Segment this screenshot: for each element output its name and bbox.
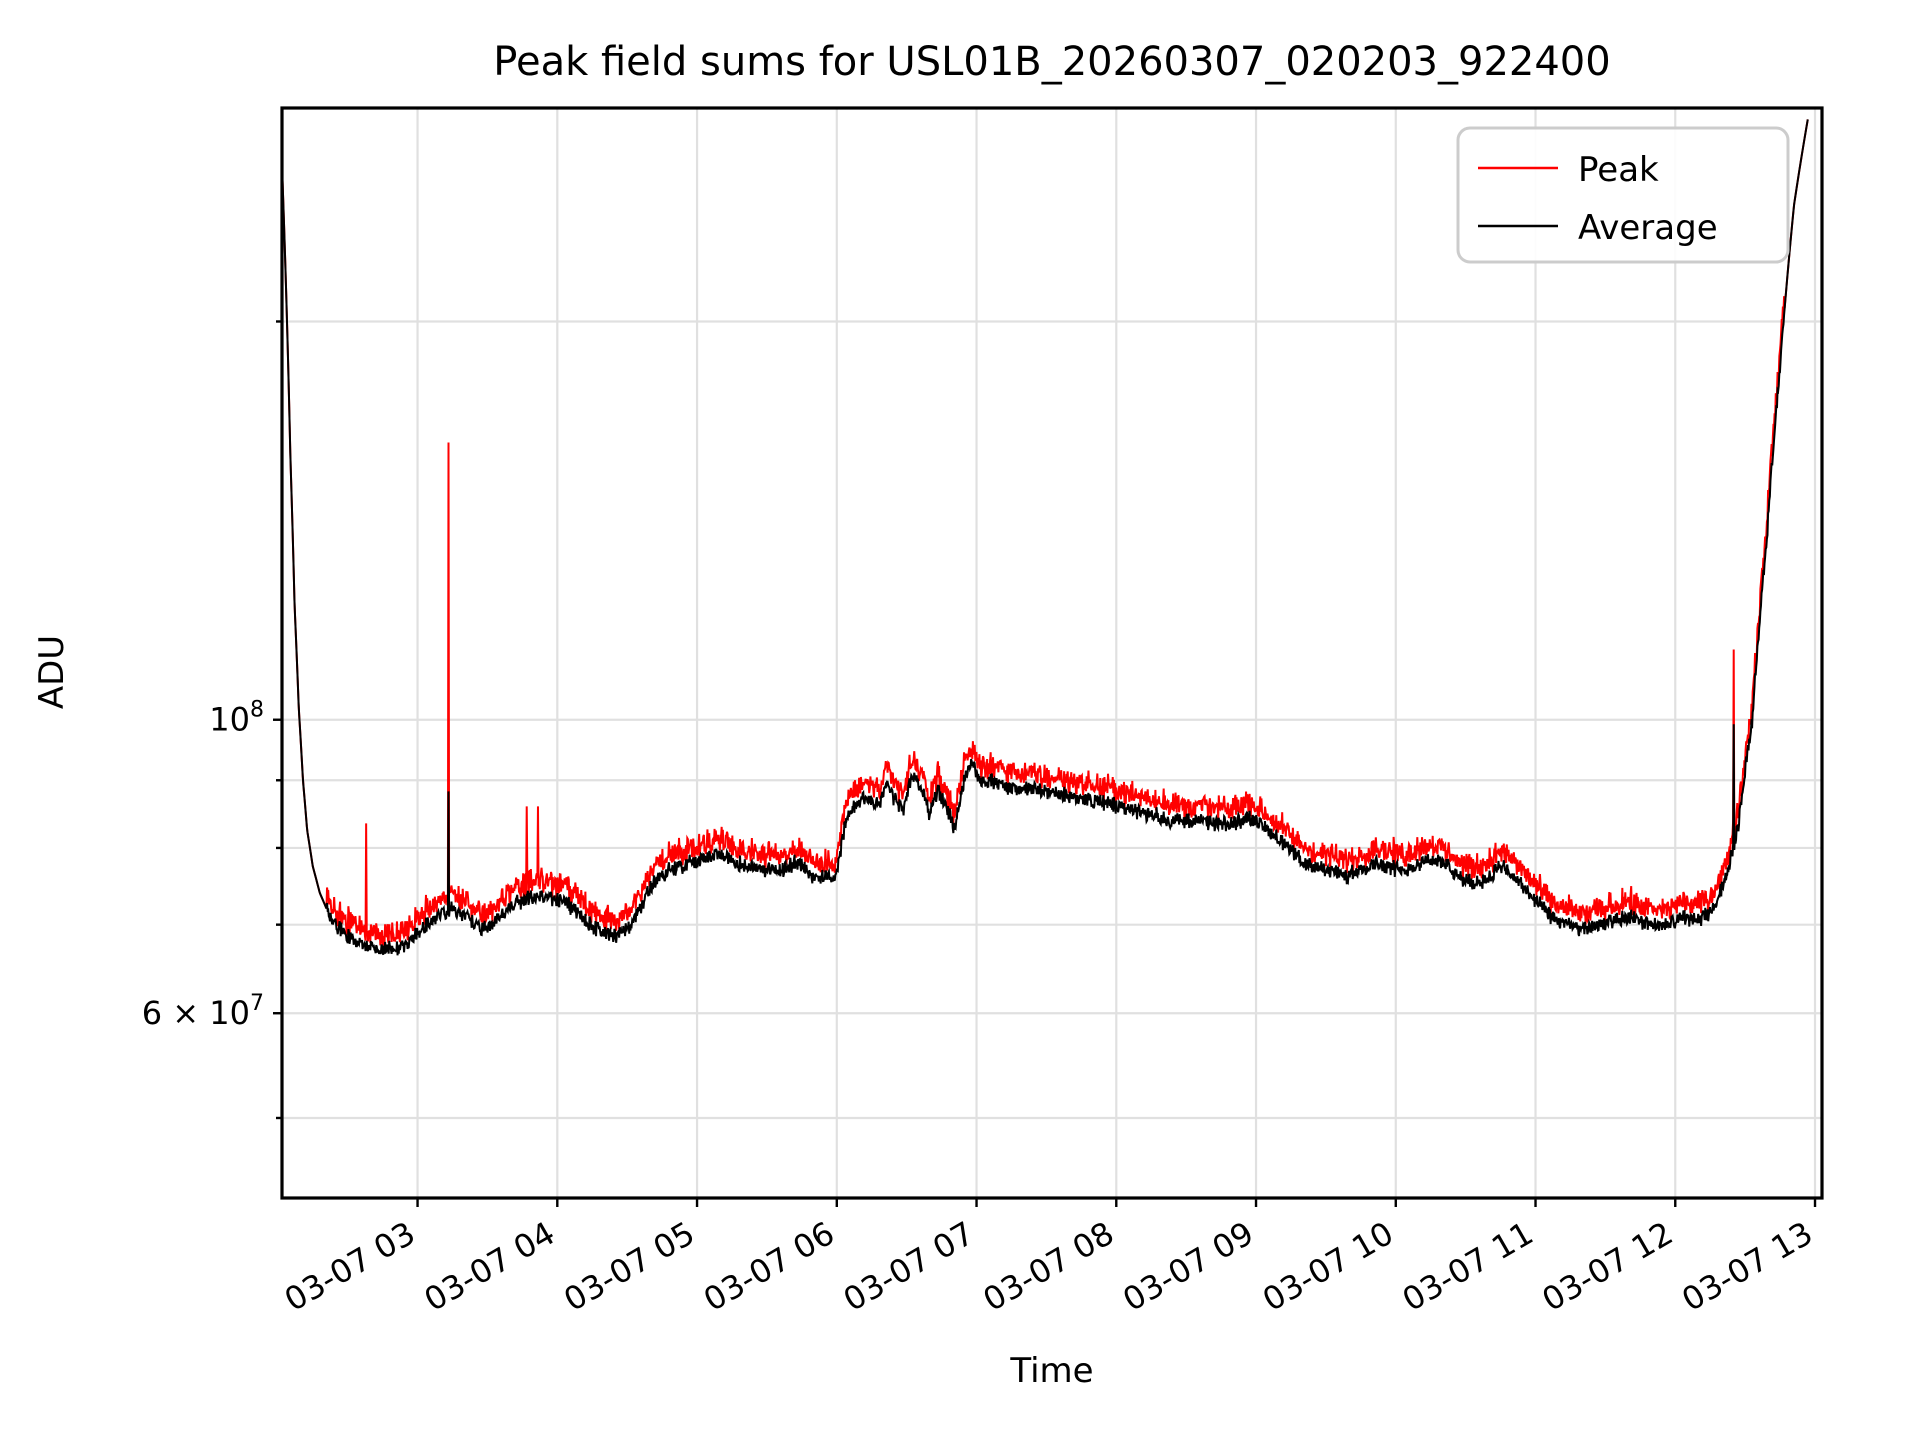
legend-label-peak: Peak xyxy=(1578,150,1659,190)
x-tick-label: 03-07 07 xyxy=(837,1214,981,1319)
axes-spines xyxy=(280,106,1824,1200)
y-tickmarks xyxy=(273,320,282,1120)
x-tick-label: 03-07 13 xyxy=(1675,1214,1819,1319)
legend-background xyxy=(1456,126,1790,264)
x-tick-label: 03-07 11 xyxy=(1396,1214,1540,1319)
x-gridlines xyxy=(416,108,1817,1198)
y-tick-labels: 108 6 × 107 xyxy=(142,698,264,1032)
chart-title: Peak field sums for USL01B_20260307_0202… xyxy=(493,39,1610,85)
x-tick-label: 03-07 12 xyxy=(1536,1214,1680,1319)
series-line-peak xyxy=(281,119,1809,946)
x-tick-label: 03-07 06 xyxy=(697,1214,841,1319)
y-axis-label: ADU xyxy=(32,635,72,709)
y-tick-label: 6 × 107 xyxy=(142,991,264,1032)
legend-label-average: Average xyxy=(1578,208,1718,248)
x-tick-label: 03-07 08 xyxy=(977,1214,1121,1319)
x-axis-label: Time xyxy=(1009,1351,1093,1391)
data-series-group xyxy=(281,119,1809,956)
x-tick-label: 03-07 04 xyxy=(418,1214,562,1319)
x-tick-label: 03-07 05 xyxy=(557,1214,701,1319)
y-tick-label: 108 xyxy=(209,698,264,739)
x-tick-label: 03-07 10 xyxy=(1256,1214,1400,1319)
plot-background xyxy=(282,108,1822,1198)
x-tick-label: 03-07 03 xyxy=(278,1214,422,1319)
legend: Peak Average xyxy=(1456,126,1790,264)
series-line-average xyxy=(281,119,1809,956)
x-tick-label: 03-07 09 xyxy=(1116,1214,1260,1319)
x-tickmarks xyxy=(416,1198,1817,1207)
